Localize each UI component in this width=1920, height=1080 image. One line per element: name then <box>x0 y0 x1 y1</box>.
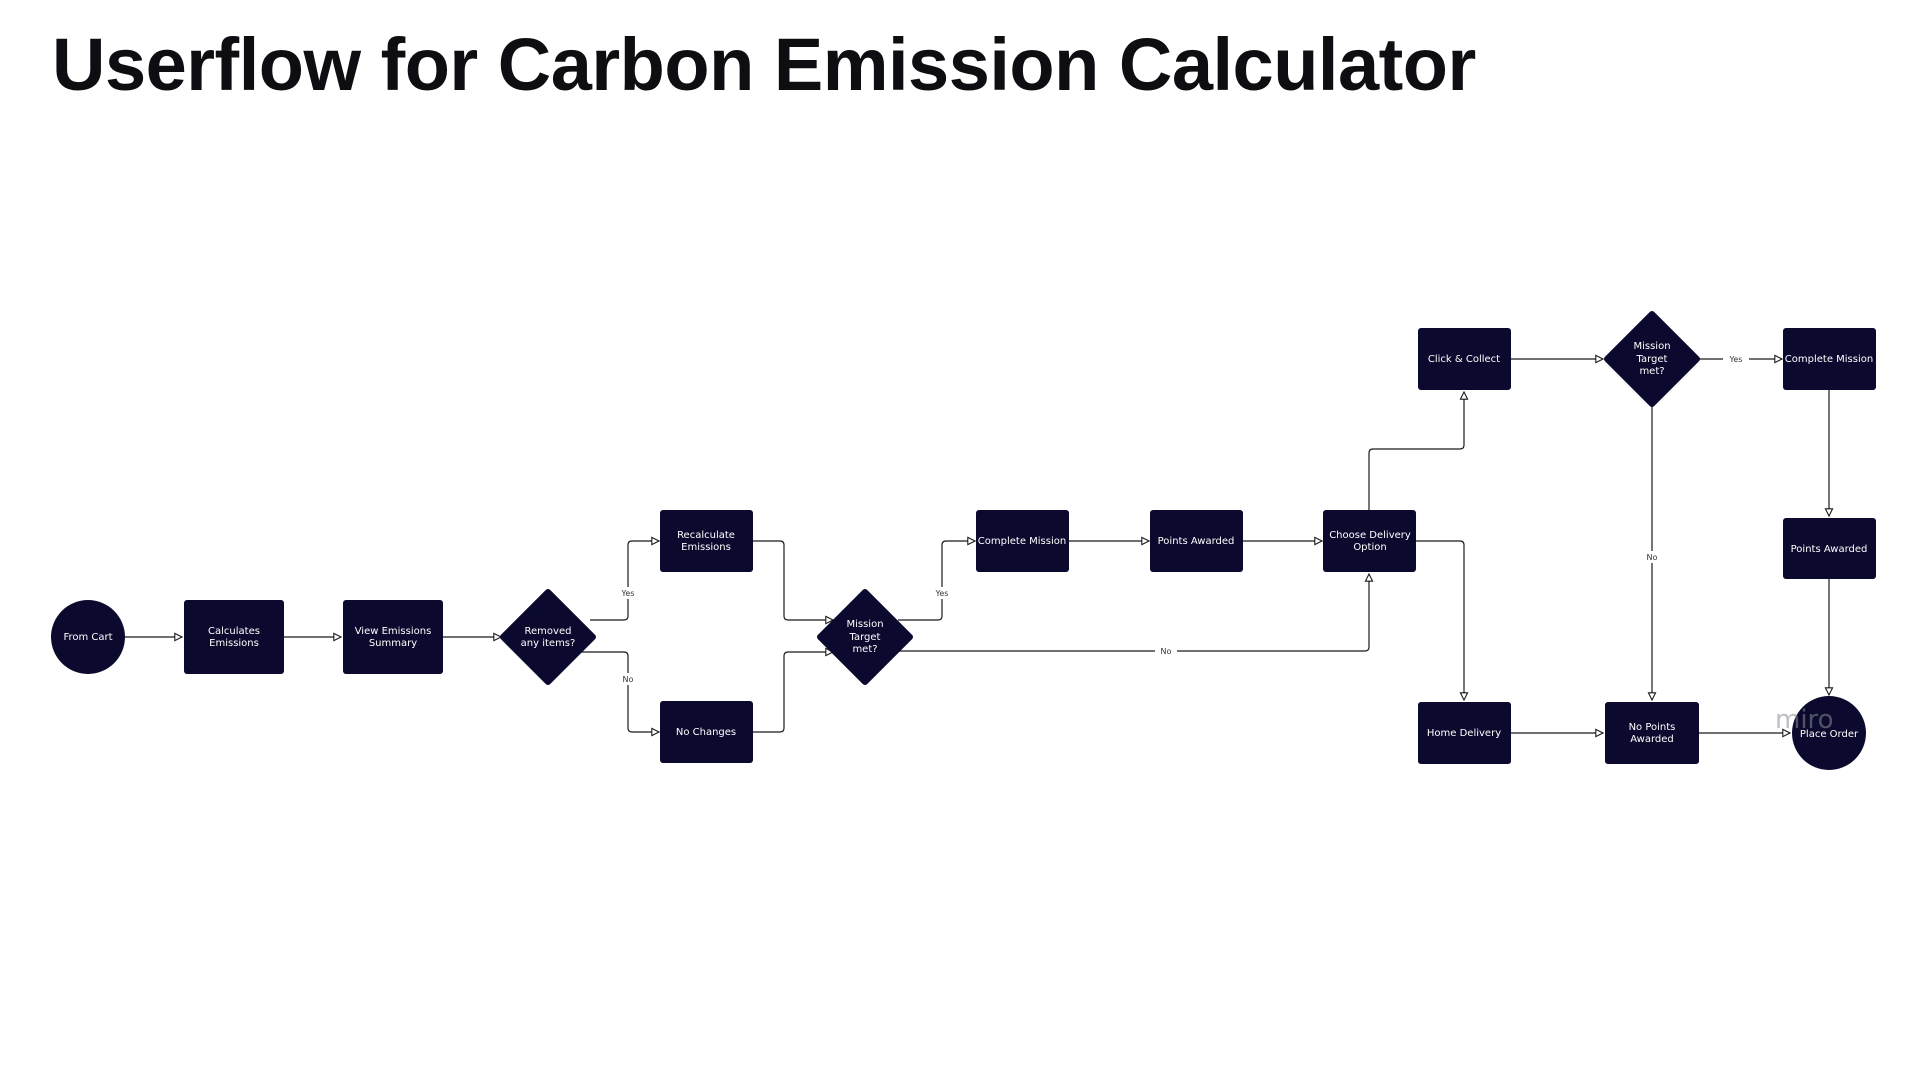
svg-text:Complete Mission: Complete Mission <box>978 536 1066 547</box>
node-place-order: Place Order <box>1792 696 1866 770</box>
edge-recalc-to-target1 <box>753 540 833 620</box>
svg-text:Complete Mission: Complete Mission <box>1785 354 1873 365</box>
node-no-changes: No Changes <box>660 701 753 763</box>
edge-labels: Yes No Yes No Yes No <box>615 353 1749 685</box>
svg-text:Points Awarded: Points Awarded <box>1791 544 1868 555</box>
svg-text:Click & Collect: Click & Collect <box>1428 354 1500 365</box>
edge-target1-no <box>890 574 1369 652</box>
node-mission-target-decision-2: Mission Target met? <box>1604 311 1700 407</box>
node-recalculate-emissions: Recalculate Emissions <box>660 510 753 572</box>
edge-delivery-to-home <box>1416 540 1464 700</box>
node-mission-target-decision-1: Mission Target met? <box>817 589 913 685</box>
edge-delivery-to-clickcollect <box>1368 392 1464 510</box>
svg-text:Points Awarded: Points Awarded <box>1158 536 1235 547</box>
edge-target1-yes <box>898 541 975 621</box>
edge-label-no-target2: No <box>1647 553 1658 562</box>
node-no-points-awarded: No Points Awarded <box>1605 702 1699 764</box>
svg-text:No Changes: No Changes <box>676 727 736 738</box>
edge-label-yes-target1: Yes <box>935 589 949 598</box>
node-home-delivery: Home Delivery <box>1418 702 1511 764</box>
node-calculates-emissions: Calculates Emissions <box>184 600 284 674</box>
miro-watermark: miro <box>1775 705 1834 735</box>
edge-label-no-target1: No <box>1161 647 1172 656</box>
edge-label-yes-target2: Yes <box>1729 355 1743 364</box>
edge-removed-no <box>580 651 659 732</box>
svg-text:Home Delivery: Home Delivery <box>1427 728 1501 739</box>
svg-text:Place Order: Place Order <box>1800 729 1859 740</box>
node-points-awarded-1: Points Awarded <box>1150 510 1243 572</box>
node-from-cart: From Cart <box>51 600 125 674</box>
node-choose-delivery-option: Choose Delivery Option <box>1323 510 1416 572</box>
svg-text:From Cart: From Cart <box>63 632 112 643</box>
node-points-awarded-2: Points Awarded <box>1783 518 1876 579</box>
node-click-and-collect: Click & Collect <box>1418 328 1511 390</box>
node-removed-any-items-decision: Removed any items? <box>500 589 596 685</box>
edge-removed-yes <box>590 541 659 621</box>
edge-label-no-removed: No <box>623 675 634 684</box>
node-complete-mission-1: Complete Mission <box>976 510 1069 572</box>
node-view-emissions-summary: View Emissions Summary <box>343 600 443 674</box>
edge-label-yes-removed: Yes <box>621 589 635 598</box>
page-title: Userflow for Carbon Emission Calculator <box>52 23 1476 106</box>
node-complete-mission-2: Complete Mission <box>1783 328 1876 390</box>
edge-nochanges-to-target1 <box>753 652 833 733</box>
